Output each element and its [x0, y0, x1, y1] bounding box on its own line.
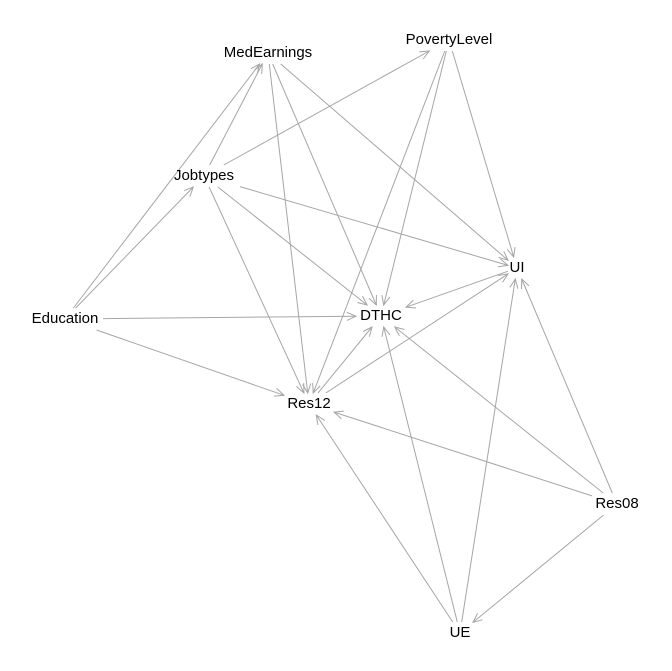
- node-povertylevel: PovertyLevel: [406, 31, 493, 48]
- arrowhead: [381, 295, 391, 307]
- arrowhead: [273, 388, 286, 397]
- node-ui: UI: [510, 259, 525, 276]
- edge-res08-to-dthc: [393, 326, 604, 494]
- edge-line: [325, 273, 509, 394]
- edge-line: [472, 514, 604, 623]
- edge-ue-to-res12: [315, 413, 454, 623]
- arrowhead: [312, 382, 321, 395]
- edge-line: [217, 186, 368, 306]
- edge-ue-to-dthc: [381, 325, 458, 623]
- node-education: Education: [32, 310, 99, 327]
- edge-line: [405, 270, 509, 308]
- edge-povertylevel-to-dthc: [381, 50, 447, 307]
- arrowhead: [315, 413, 325, 425]
- edge-jobtypes-to-povertylevel: [223, 50, 431, 166]
- edge-medearnings-to-res12: [268, 63, 312, 395]
- edge-line: [394, 326, 604, 494]
- edge-line: [209, 63, 263, 166]
- edge-jobtypes-to-medearnings: [209, 62, 263, 166]
- edge-jobtypes-to-dthc: [217, 186, 369, 306]
- edge-res08-to-ui: [521, 277, 613, 494]
- node-dthc: DTHC: [360, 307, 402, 324]
- edges-layer: [73, 50, 613, 624]
- edge-line: [268, 63, 309, 394]
- arrowhead: [362, 326, 373, 337]
- edge-res08-to-ue: [472, 514, 604, 624]
- edge-povertylevel-to-ui: [451, 50, 516, 259]
- edge-line: [272, 63, 377, 306]
- arrowhead: [254, 62, 263, 75]
- edge-education-to-dthc: [102, 311, 358, 321]
- edge-res12-to-ui: [325, 273, 510, 394]
- edge-medearnings-to-dthc: [272, 63, 377, 307]
- nodes-layer: MedEarnings PovertyLevel Jobtypes UI Educati…: [32, 31, 639, 641]
- arrowhead: [419, 50, 431, 60]
- edge-line: [96, 329, 285, 396]
- node-medearnings: MedEarnings: [224, 44, 312, 61]
- edge-jobtypes-to-ui: [239, 186, 510, 268]
- edge-line: [208, 186, 305, 394]
- edge-line: [383, 50, 447, 306]
- node-res12: Res12: [287, 395, 330, 412]
- edge-res12-to-dthc: [317, 326, 373, 394]
- edge-res08-to-res12: [332, 410, 593, 497]
- edge-education-to-jobtypes: [75, 186, 195, 309]
- edge-line: [333, 411, 593, 497]
- edge-line: [312, 50, 446, 394]
- edge-line: [461, 278, 516, 623]
- arrowhead: [346, 311, 358, 321]
- edge-povertylevel-to-res12: [312, 50, 446, 395]
- edge-line: [315, 414, 454, 623]
- arrowhead: [521, 277, 530, 290]
- edge-line: [451, 50, 515, 258]
- edge-ue-to-ui: [461, 277, 519, 623]
- edge-line: [75, 186, 194, 309]
- arrowhead: [509, 277, 519, 289]
- arrowhead: [498, 273, 510, 283]
- edge-line: [102, 315, 357, 320]
- arrowhead: [183, 186, 195, 197]
- edge-line: [383, 326, 458, 623]
- edge-ui-to-dthc: [404, 270, 509, 309]
- node-jobtypes: Jobtypes: [174, 167, 234, 184]
- node-ue: UE: [450, 624, 471, 641]
- edge-line: [73, 63, 260, 309]
- edge-medearnings-to-ui: [280, 63, 509, 262]
- arrowhead: [368, 294, 377, 307]
- arrowhead: [498, 258, 510, 268]
- arrowhead: [506, 247, 516, 259]
- edge-education-to-res12: [96, 329, 286, 397]
- arrowhead: [332, 410, 344, 420]
- arrowhead: [302, 383, 312, 395]
- arrowhead: [250, 63, 261, 74]
- arrowhead: [357, 295, 369, 306]
- edge-line: [223, 50, 430, 166]
- edge-line: [317, 326, 373, 394]
- edge-line: [521, 278, 613, 494]
- edge-line: [280, 63, 509, 261]
- arrowhead: [498, 250, 509, 262]
- node-res08: Res08: [595, 495, 638, 512]
- arrowhead: [404, 299, 417, 309]
- edge-education-to-medearnings: [73, 63, 261, 309]
- arrowhead: [472, 613, 483, 624]
- arrowhead: [393, 326, 405, 337]
- arrowhead: [381, 325, 391, 337]
